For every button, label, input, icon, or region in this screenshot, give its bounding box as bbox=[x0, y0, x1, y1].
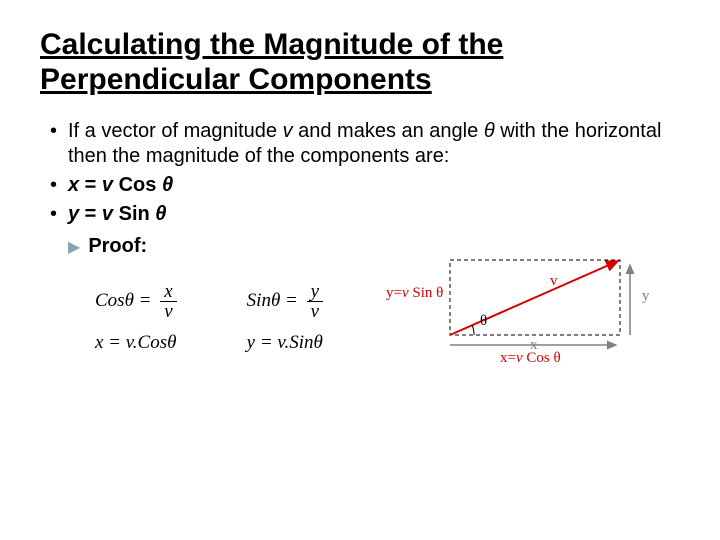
b2-th: θ bbox=[162, 174, 173, 196]
b2-v: v bbox=[102, 174, 113, 196]
formula-col-sin: Sinθ = y v y = v.Sinθ bbox=[247, 280, 323, 364]
arrow-icon: ▶ bbox=[68, 237, 80, 257]
b1-text-b: and makes an angle bbox=[293, 120, 484, 142]
y-line: y = v.Sinθ bbox=[247, 322, 323, 364]
b3-th: θ bbox=[155, 203, 166, 225]
formula-col-cos: Cosθ = x v x = v.Cosθ bbox=[95, 280, 177, 364]
sin-den: v bbox=[307, 302, 323, 321]
ylab-b: v bbox=[402, 285, 409, 301]
cos-frac: x v bbox=[160, 282, 176, 321]
x-line: x = v.Cosθ bbox=[95, 322, 177, 364]
vector-diagram: y=v Sin θ v θ y x x=v Cos θ bbox=[390, 255, 690, 395]
cos-den: v bbox=[160, 302, 176, 321]
b3-v: v bbox=[102, 203, 113, 225]
b3-sin: Sin bbox=[113, 203, 155, 225]
bullet-1: If a vector of magnitude v and makes an … bbox=[50, 119, 680, 169]
x-label: x=v Cos θ bbox=[500, 350, 561, 367]
b1-v: v bbox=[283, 120, 293, 142]
sin-lhs: Sinθ = bbox=[247, 290, 298, 311]
v-label: v bbox=[550, 273, 558, 290]
sin-frac: y v bbox=[307, 282, 323, 321]
b1-text-a: If a vector of magnitude bbox=[68, 120, 283, 142]
ylab-c: Sin θ bbox=[409, 285, 444, 301]
theta-label: θ bbox=[480, 313, 487, 330]
diagram-svg bbox=[390, 255, 690, 395]
y-label: y=v Sin θ bbox=[386, 285, 443, 302]
xlab-a: x= bbox=[500, 350, 516, 366]
sin-num: y bbox=[307, 282, 323, 302]
b2-cos: Cos bbox=[113, 174, 162, 196]
b2-x: x bbox=[68, 174, 79, 196]
cos-eq: Cosθ = x v bbox=[95, 280, 177, 322]
vector-v bbox=[450, 261, 618, 335]
page-title: Calculating the Magnitude of the Perpend… bbox=[40, 28, 680, 97]
ylab-a: y= bbox=[386, 285, 402, 301]
b3-eq: = bbox=[79, 203, 102, 225]
sin-eq: Sinθ = y v bbox=[247, 280, 323, 322]
y-right-label: y bbox=[642, 288, 650, 305]
cos-num: x bbox=[160, 282, 176, 302]
xlab-b: v bbox=[516, 350, 523, 366]
proof-label: Proof: bbox=[88, 235, 147, 258]
cos-lhs: Cosθ = bbox=[95, 290, 151, 311]
bullet-list: If a vector of magnitude v and makes an … bbox=[40, 119, 680, 227]
bullet-3: y = v Sin θ bbox=[50, 202, 680, 227]
theta-arc bbox=[472, 325, 474, 335]
b2-eq: = bbox=[79, 174, 102, 196]
b3-y: y bbox=[68, 203, 79, 225]
bullet-2: x = v Cos θ bbox=[50, 173, 680, 198]
b1-theta: θ bbox=[484, 120, 495, 142]
xlab-c: Cos θ bbox=[523, 350, 561, 366]
